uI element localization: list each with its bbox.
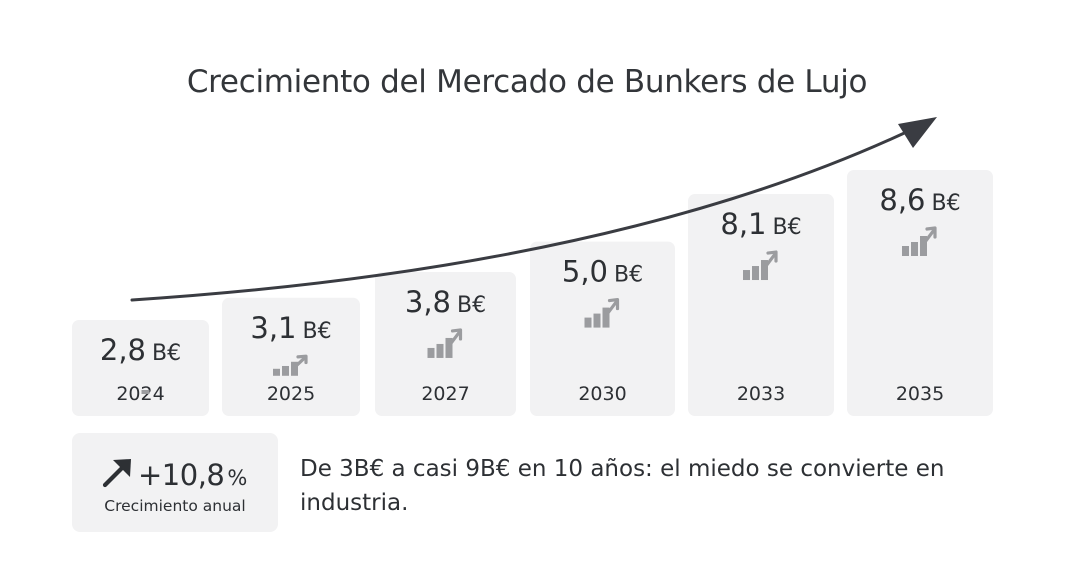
mini-arrowhead (296, 354, 308, 365)
bar-growth-icon (273, 354, 308, 376)
bar-group-2033: 8,1 B€ 2033 (688, 194, 834, 416)
value-unit: B€ (932, 191, 961, 216)
bar-growth-icon (141, 390, 150, 394)
trend-arrow (130, 126, 917, 302)
growth-label: Crecimiento anual (104, 497, 246, 515)
growth-value: +10,8 (138, 458, 225, 492)
value-label: 3,1 B€ (250, 311, 331, 345)
chart-title: Crecimiento del Mercado de Bunkers de Lu… (186, 64, 868, 100)
mini-bar (911, 242, 918, 256)
mini-arrowhead (450, 328, 463, 341)
value-label: 8,1 B€ (720, 207, 801, 241)
bar-group-2024: 2,8 B€ 2024 (72, 320, 209, 416)
bar-growth-icon (743, 250, 778, 281)
growth-card: +10,8 % Crecimiento anual (72, 433, 278, 532)
bar-group-2035: 8,6 B€ 2035 (847, 170, 993, 416)
value-unit: B€ (303, 319, 332, 344)
mini-bar (902, 246, 909, 256)
growth-percent-sign: % (227, 466, 248, 490)
value-number: 8,6 (879, 183, 925, 217)
mini-arrow (761, 252, 777, 272)
value-unit: B€ (457, 293, 486, 318)
value-label: 2,8 B€ (100, 333, 181, 367)
value-label: 5,0 B€ (562, 255, 643, 289)
bar-group-2030: 5,0 B€ 2030 (530, 241, 675, 416)
bar (847, 170, 993, 416)
bar-group-2025: 3,1 B€ 2025 (222, 297, 360, 416)
value-label: 8,6 B€ (879, 183, 960, 217)
summary-text: De 3B€ a casi 9B€ en 10 años: el miedo s… (300, 456, 945, 516)
value-unit: B€ (614, 263, 643, 288)
value-number: 2,8 (100, 333, 146, 367)
mini-bar (273, 368, 280, 376)
mini-bar (282, 365, 289, 376)
year-label: 2024 (116, 383, 164, 405)
trend-arrowhead (898, 117, 937, 148)
value-number: 3,1 (250, 311, 296, 345)
value-number: 5,0 (562, 255, 608, 289)
year-label: 2035 (896, 383, 944, 405)
year-label: 2027 (421, 383, 469, 405)
mini-bar (743, 270, 750, 281)
bar (72, 320, 209, 416)
value-unit: B€ (773, 215, 802, 240)
mini-bar (436, 343, 444, 358)
mini-bar (584, 317, 592, 328)
value-number: 8,1 (720, 207, 766, 241)
value-number: 3,8 (405, 285, 451, 319)
bar (530, 241, 675, 416)
mini-bar (752, 266, 759, 281)
mini-arrowhead (766, 250, 778, 263)
mini-arrow (920, 228, 936, 248)
mini-arrow (291, 355, 307, 371)
bar-growth-icon (584, 297, 620, 328)
mini-arrowhead (925, 226, 937, 239)
mini-bar (593, 313, 601, 328)
mini-arrow (445, 330, 462, 350)
value-label: 3,8 B€ (405, 285, 486, 319)
bar-growth-icon (427, 328, 463, 358)
mini-bar (141, 390, 150, 394)
bar-growth-icon (902, 226, 937, 256)
value-unit: B€ (152, 341, 181, 366)
bar (222, 297, 360, 416)
mini-bar (427, 347, 435, 358)
mini-arrowhead (607, 297, 620, 311)
mini-arrow (602, 299, 619, 320)
bar (688, 194, 834, 416)
year-label: 2030 (578, 383, 626, 405)
bar-group-2027: 3,8 B€ 2027 (375, 271, 516, 416)
year-label: 2025 (267, 383, 315, 405)
arrow-up-right-icon (102, 459, 131, 488)
year-label: 2033 (737, 383, 785, 405)
